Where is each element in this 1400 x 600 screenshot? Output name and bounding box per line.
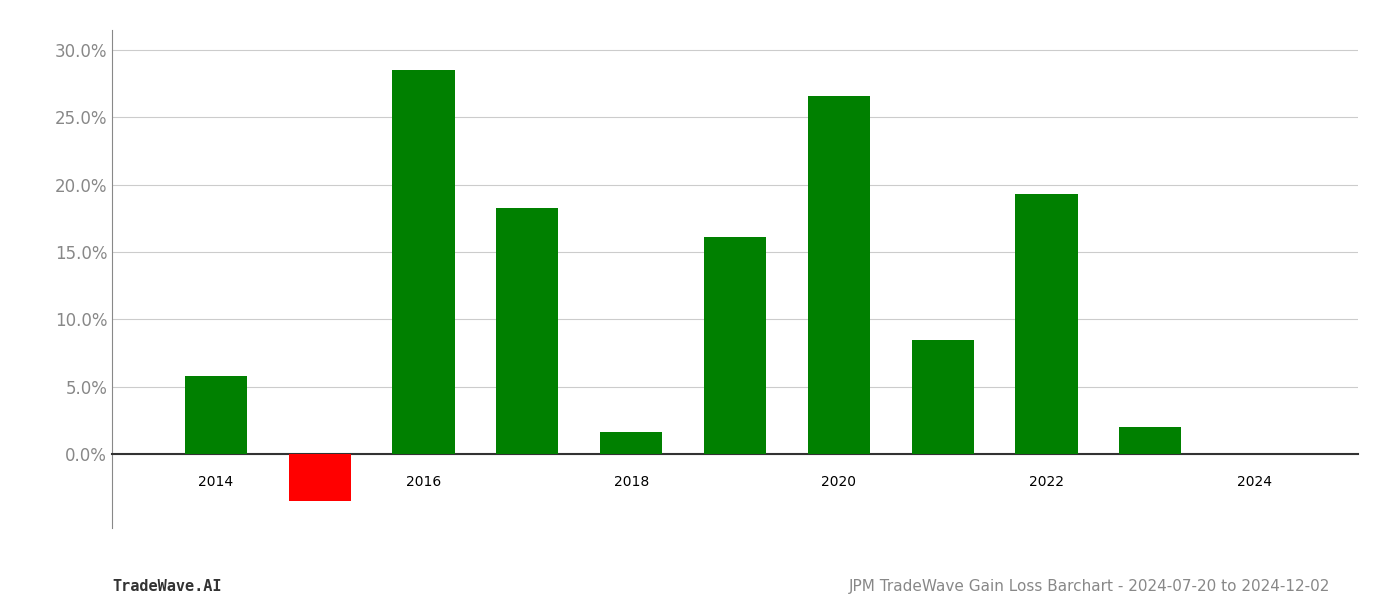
Bar [601,433,662,454]
Bar [1119,427,1182,454]
Bar [288,454,351,501]
Bar [392,70,455,454]
Text: TradeWave.AI: TradeWave.AI [112,579,221,594]
Text: JPM TradeWave Gain Loss Barchart - 2024-07-20 to 2024-12-02: JPM TradeWave Gain Loss Barchart - 2024-… [848,579,1330,594]
Bar [1015,194,1078,454]
Bar [704,237,766,454]
Bar [911,340,974,454]
Bar [808,96,869,454]
Bar [496,208,559,454]
Bar [185,376,246,454]
